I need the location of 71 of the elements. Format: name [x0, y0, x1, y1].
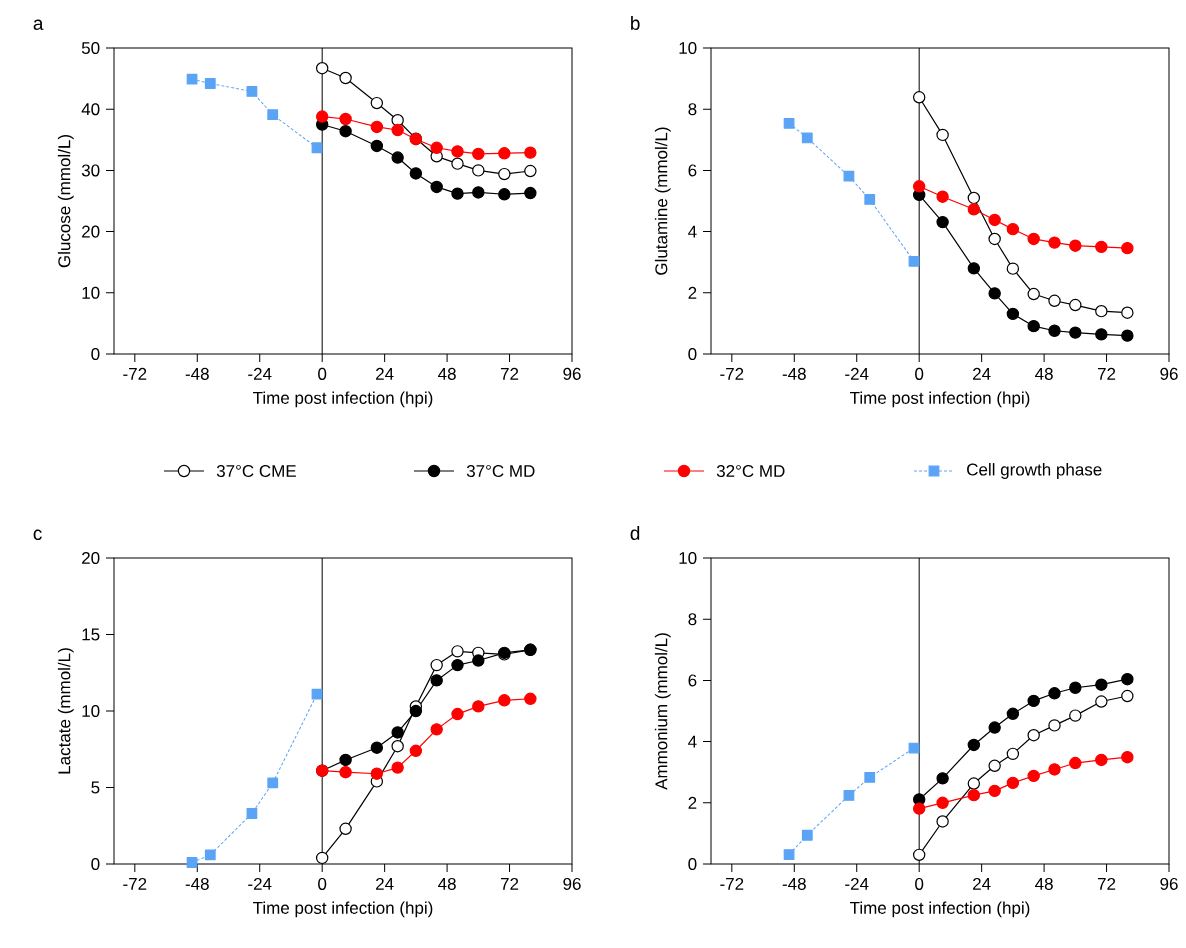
- y-tick-label: 10: [82, 704, 100, 718]
- y-axis-title: Ammonium (mmol/L): [654, 633, 671, 790]
- y-tick-label: 2: [688, 796, 697, 809]
- x-tick-label: -48: [782, 367, 806, 380]
- x-tick-label: 24: [973, 877, 991, 890]
- x-tick-label: 24: [376, 367, 394, 380]
- y-tick-label: 20: [82, 551, 100, 565]
- x-tick-label: -24: [845, 367, 869, 380]
- x-tick-label: 96: [563, 367, 581, 380]
- chart-title: d: [630, 526, 640, 541]
- x-tick-label: -48: [185, 877, 209, 890]
- x-tick-label: 0: [915, 367, 924, 380]
- chart-title: a: [33, 19, 44, 31]
- legend-label: 37°C CME: [216, 464, 296, 478]
- x-tick-label: 96: [1160, 367, 1178, 380]
- x-tick-label: -48: [185, 367, 209, 380]
- x-tick-label: 24: [376, 877, 394, 890]
- x-tick-label: 72: [1097, 367, 1116, 380]
- x-tick-label: 0: [318, 877, 327, 890]
- y-tick-label: 0: [688, 857, 697, 871]
- x-tick-label: 48: [438, 367, 456, 380]
- y-tick-label: 8: [688, 613, 697, 626]
- y-tick-label: 6: [688, 674, 697, 687]
- y-tick-label: 20: [82, 225, 100, 238]
- x-tick-label: 96: [563, 877, 581, 890]
- y-tick-label: 0: [91, 347, 100, 361]
- x-tick-label: -72: [720, 877, 744, 890]
- legend-label: 32°C MD: [716, 464, 785, 478]
- y-tick-label: 50: [81, 41, 100, 55]
- y-tick-label: 4: [688, 225, 697, 238]
- y-tick-label: 0: [91, 857, 100, 871]
- y-tick-label: 4: [688, 735, 697, 748]
- x-tick-label: -48: [782, 877, 806, 890]
- y-tick-label: 40: [81, 103, 100, 116]
- y-tick-label: 30: [81, 164, 100, 177]
- x-tick-label: 0: [318, 367, 327, 380]
- y-tick-label: 2: [688, 286, 697, 299]
- x-tick-label: -24: [845, 877, 869, 890]
- x-tick-label: 72: [500, 877, 519, 890]
- x-tick-label: 72: [1097, 877, 1116, 890]
- chart-title: c: [33, 529, 42, 541]
- x-tick-label: 96: [1160, 877, 1178, 890]
- x-tick-label: 48: [1035, 877, 1053, 890]
- x-tick-label: 72: [500, 367, 519, 380]
- x-tick-label: -24: [248, 367, 272, 380]
- y-tick-label: 10: [82, 286, 100, 299]
- x-axis-title: Time post infection (hpi): [849, 391, 1030, 408]
- y-tick-label: 0: [688, 347, 697, 361]
- x-tick-label: -24: [248, 877, 272, 890]
- y-tick-label: 8: [688, 103, 697, 116]
- y-axis-title: Glucose (mmol/L): [57, 135, 74, 268]
- y-axis-title: Lactate (mmol/L): [57, 648, 74, 774]
- x-tick-label: -72: [720, 367, 744, 380]
- x-tick-label: 0: [915, 877, 924, 890]
- legend-label: Cell growth phase: [967, 463, 1102, 479]
- x-tick-label: -72: [123, 877, 147, 890]
- x-axis-title: Time post infection (hpi): [252, 901, 433, 918]
- y-tick-label: 6: [688, 164, 697, 177]
- legend-label: 37°C MD: [466, 464, 535, 478]
- x-axis-title: Time post infection (hpi): [849, 901, 1030, 918]
- x-tick-label: 24: [973, 367, 991, 380]
- chart-title: b: [631, 16, 640, 31]
- y-tick-label: 10: [679, 41, 697, 55]
- y-axis-title: Glutamine (mmol/L): [654, 127, 671, 275]
- x-axis-title: Time post infection (hpi): [252, 391, 433, 408]
- y-tick-label: 15: [82, 628, 100, 641]
- y-tick-label: 5: [91, 781, 100, 794]
- x-tick-label: 48: [438, 877, 456, 890]
- x-tick-label: 48: [1035, 367, 1053, 380]
- y-tick-label: 10: [679, 551, 697, 565]
- x-tick-label: -72: [123, 367, 147, 380]
